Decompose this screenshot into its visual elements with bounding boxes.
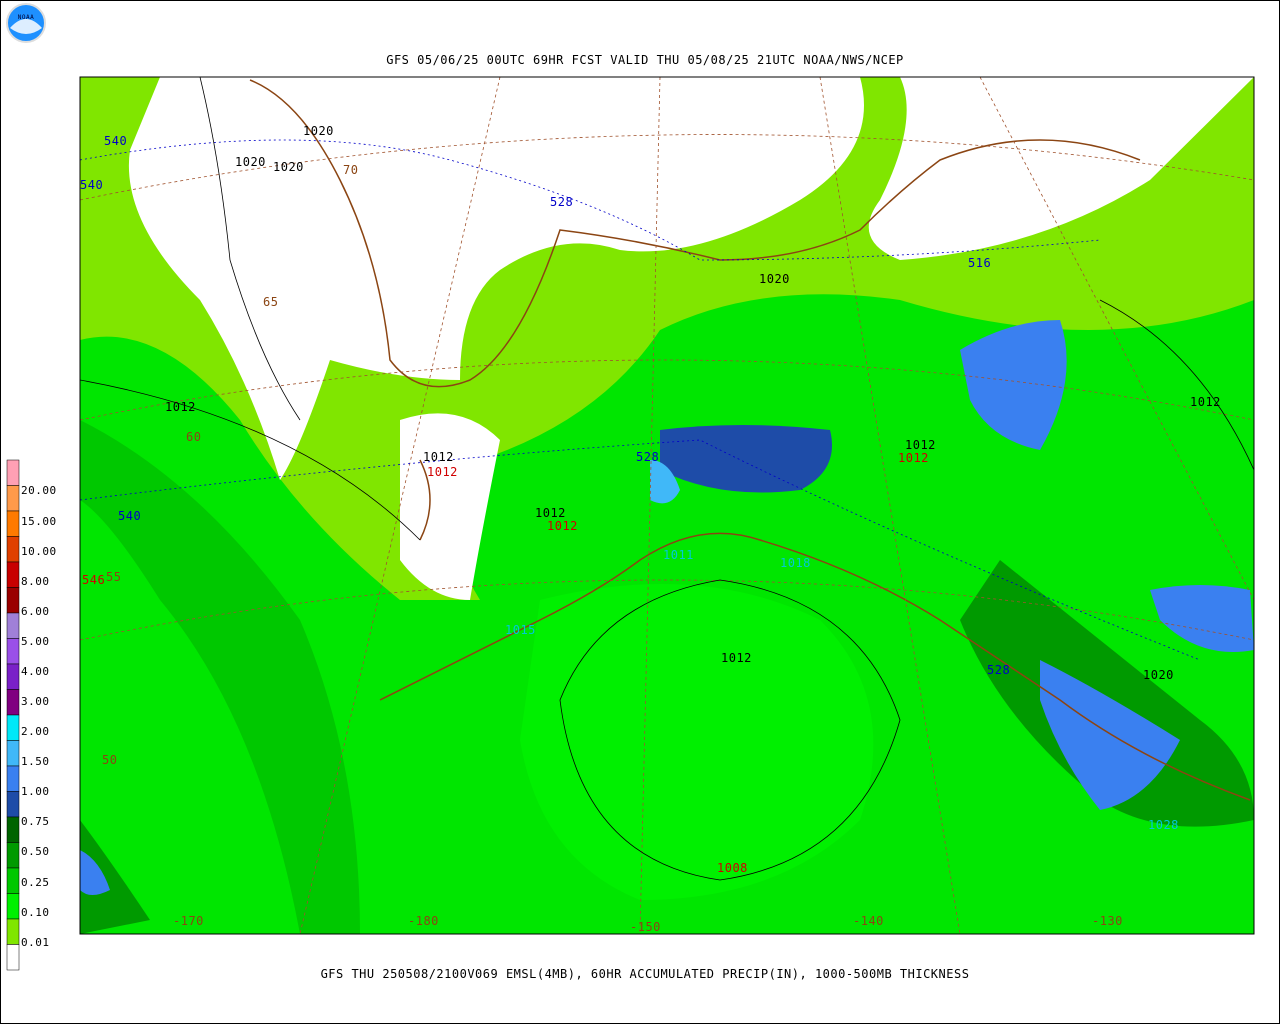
- legend-swatch: [6, 587, 20, 614]
- legend-swatch: [6, 536, 20, 563]
- legend-swatch: [6, 842, 20, 869]
- legend-swatch: [6, 510, 20, 537]
- legend-label: 8.00: [21, 575, 50, 588]
- contour-label: 1018: [780, 556, 811, 570]
- legend-swatch: [6, 714, 20, 741]
- contour-label: 516: [968, 256, 991, 270]
- legend-label: 15.00: [21, 515, 57, 528]
- legend-label: 4.00: [21, 665, 50, 678]
- legend-label: 3.00: [21, 695, 50, 708]
- contour-label: 1020: [759, 272, 790, 286]
- contour-label: 50: [102, 753, 117, 767]
- contour-label: 1012: [898, 451, 929, 465]
- legend-swatch: [6, 893, 20, 920]
- contour-label: 1020: [235, 155, 266, 169]
- contour-label: 1020: [1143, 668, 1174, 682]
- legend-swatch: [6, 765, 20, 792]
- contour-label: 1012: [165, 400, 196, 414]
- legend-swatch: [6, 689, 20, 716]
- contour-label: 1008: [717, 861, 748, 875]
- contour-label: 546: [82, 573, 105, 587]
- contour-label: -140: [853, 914, 884, 928]
- legend-label: 0.75: [21, 815, 50, 828]
- legend: 20.00 15.00 10.00 8.00 6.00 5.00 4.00 3.00 2.00 1…: [6, 459, 57, 971]
- contour-label: 540: [104, 134, 127, 148]
- contour-label: -150: [630, 920, 661, 934]
- legend-label: 20.00: [21, 484, 57, 497]
- legend-swatch: [6, 459, 20, 486]
- contour-label: 1012: [1190, 395, 1221, 409]
- map: [80, 77, 1254, 934]
- legend-label: 0.25: [21, 876, 50, 889]
- contour-label: -170: [173, 914, 204, 928]
- legend-label: 2.00: [21, 725, 50, 738]
- legend-swatch: [6, 663, 20, 690]
- legend-swatch: [6, 867, 20, 894]
- contour-label: -130: [1092, 914, 1123, 928]
- contour-label: 540: [80, 178, 103, 192]
- contour-label: 528: [636, 450, 659, 464]
- contour-label: 1020: [303, 124, 334, 138]
- legend-label: 10.00: [21, 545, 57, 558]
- legend-label: 1.00: [21, 785, 50, 798]
- legend-swatch: [6, 816, 20, 843]
- contour-label: 55: [106, 570, 121, 584]
- legend-swatch: [6, 740, 20, 767]
- contour-label: 1015: [505, 623, 536, 637]
- contour-label: 1028: [1148, 818, 1179, 832]
- legend-label: 1.50: [21, 755, 50, 768]
- legend-label: 6.00: [21, 605, 50, 618]
- legend-label: 0.10: [21, 906, 50, 919]
- contour-label: 1012: [535, 506, 566, 520]
- contour-label: 1012: [721, 651, 752, 665]
- logo-text: NOAA: [18, 14, 34, 21]
- map-labels: 540 540 1020 1020 1020 70 528 1020 516 65 1012 60 10…: [80, 124, 1221, 934]
- map-title: GFS 05/06/25 00UTC 69HR FCST VALID THU 0…: [386, 53, 904, 67]
- contour-label: 1012: [547, 519, 578, 533]
- legend-swatch: [6, 485, 20, 512]
- legend-swatch: [6, 561, 20, 588]
- legend-label: 0.01: [21, 936, 50, 949]
- legend-swatch: [6, 918, 20, 945]
- contour-label: 1020: [273, 160, 304, 174]
- legend-swatch: [6, 791, 20, 818]
- contour-label: 1012: [423, 450, 454, 464]
- legend-swatch: [6, 944, 20, 971]
- contour-label: 1012: [427, 465, 458, 479]
- legend-swatch: [6, 612, 20, 639]
- legend-swatch: [6, 638, 20, 665]
- contour-label: 60: [186, 430, 201, 444]
- logo: NOAA: [6, 3, 46, 43]
- contour-label: 528: [987, 663, 1010, 677]
- legend-label: 5.00: [21, 635, 50, 648]
- contour-label: -180: [408, 914, 439, 928]
- contour-label: 540: [118, 509, 141, 523]
- contour-label: 1011: [663, 548, 694, 562]
- map-border: [79, 76, 1255, 935]
- contour-label: 65: [263, 295, 278, 309]
- contour-label: 70: [343, 163, 358, 177]
- map-caption: GFS THU 250508/2100V069 EMSL(4MB), 60HR …: [321, 967, 970, 981]
- legend-label: 0.50: [21, 845, 50, 858]
- contour-label: 528: [550, 195, 573, 209]
- contour-label: 1012: [905, 438, 936, 452]
